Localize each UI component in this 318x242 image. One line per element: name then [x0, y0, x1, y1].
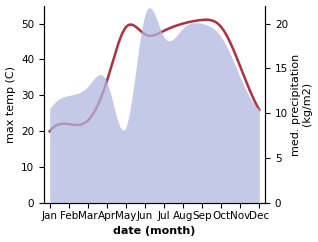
- Y-axis label: max temp (C): max temp (C): [5, 66, 16, 143]
- Y-axis label: med. precipitation
(kg/m2): med. precipitation (kg/m2): [291, 53, 313, 156]
- X-axis label: date (month): date (month): [113, 227, 196, 236]
